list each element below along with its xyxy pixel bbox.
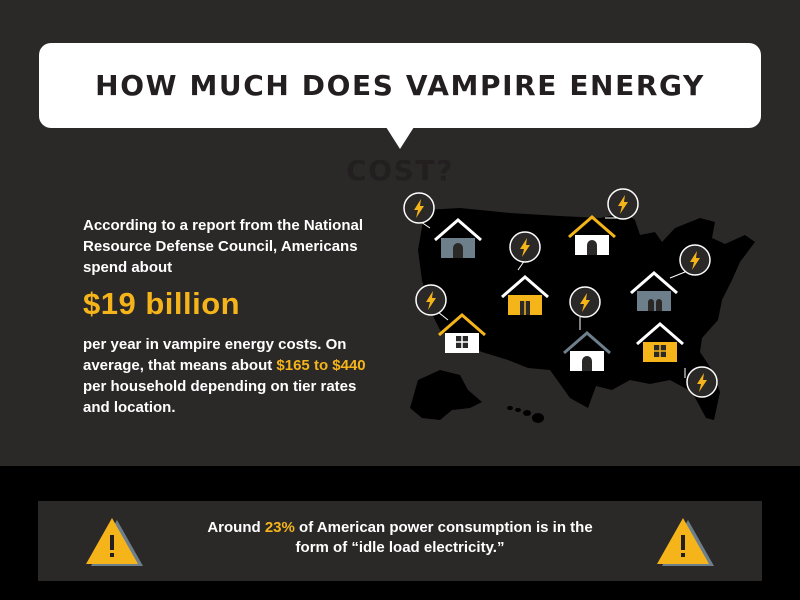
- page-title: HOW MUCH DOES VAMPIRE ENERGY COST?: [95, 69, 705, 187]
- banner-percent: 23%: [264, 519, 295, 536]
- bubble-tail: [386, 127, 414, 149]
- cost-range: $165 to $440: [276, 357, 366, 374]
- stat-banner: [38, 501, 762, 581]
- info-text-block: According to a report from the National …: [83, 215, 383, 418]
- intro-text: According to a report from the National …: [83, 217, 364, 276]
- lightning-bolt-icon: [607, 188, 639, 220]
- house-icon: [568, 215, 616, 255]
- lightning-bolt-icon: [415, 284, 447, 316]
- alaska-shape: [410, 370, 482, 420]
- banner-text-pre: Around: [207, 519, 265, 536]
- house-icon: [438, 313, 486, 353]
- lightning-bolt-icon: [403, 192, 435, 224]
- lightning-bolt-icon: [509, 231, 541, 263]
- lightning-bolt-icon: [679, 244, 711, 276]
- lightning-bolt-icon: [569, 286, 601, 318]
- house-icon: [630, 271, 678, 311]
- body-text-post: per household depending on tier rates an…: [83, 378, 357, 416]
- cost-figure: $19 billion: [83, 286, 241, 321]
- banner-text: Around 23% of American power consumption…: [200, 518, 600, 558]
- house-icon: [636, 322, 684, 362]
- warning-icon: [657, 518, 714, 566]
- lightning-bolt-icon: [686, 366, 718, 398]
- house-icon: [501, 275, 549, 315]
- body-text-pre: per year in vampire energy costs. On ave…: [83, 336, 347, 374]
- banner-text-post: of American power consumption is in the …: [294, 519, 593, 556]
- usa-map-illustration: [403, 188, 755, 423]
- house-icon: [434, 218, 482, 258]
- warning-icon: [86, 518, 143, 566]
- title-bubble: [39, 43, 761, 128]
- house-icon: [563, 331, 611, 371]
- hawaii-shape: [507, 406, 544, 423]
- body-text: per year in vampire energy costs. On ave…: [83, 334, 383, 418]
